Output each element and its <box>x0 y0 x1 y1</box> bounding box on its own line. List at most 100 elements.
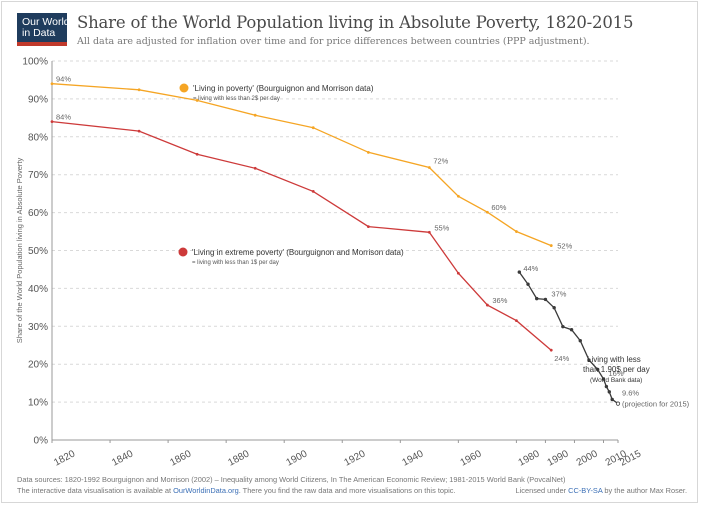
extreme-poverty-point <box>515 319 518 323</box>
worldbank-point <box>607 390 611 394</box>
y-tick-label: 0% <box>34 436 49 447</box>
extreme-poverty-point <box>311 189 315 193</box>
extreme-poverty-legend-marker <box>178 247 188 257</box>
y-axis-title: Share of the World Population living in … <box>15 158 24 344</box>
y-tick-label: 50% <box>28 246 48 257</box>
footer-text-a: The interactive data visualisation is av… <box>17 486 174 495</box>
chart-title: Share of the World Population living in … <box>77 13 634 32</box>
data-label: (projection for 2015) <box>622 400 690 409</box>
poverty-point <box>485 210 489 214</box>
poverty-point <box>515 230 518 233</box>
data-label: 72% <box>433 156 448 165</box>
data-label: 44% <box>523 264 538 273</box>
worldbank-series-label: Living with less <box>587 355 641 364</box>
worldbank-series-note: (World Bank data) <box>590 377 642 384</box>
data-label: 37% <box>551 289 566 298</box>
extreme-poverty-point <box>485 303 489 307</box>
data-label: 9.6% <box>622 389 639 398</box>
license-link[interactable]: CC-BY-SA <box>568 486 603 495</box>
x-tick-label: 1840 <box>110 448 135 468</box>
x-tick-label: 1820 <box>52 448 77 468</box>
owid-logo[interactable]: Our World in Data <box>17 13 70 46</box>
worldbank-series-label: than 1.90$ per day <box>583 365 650 374</box>
license-note: Licensed under CC-BY-SA by the author Ma… <box>516 485 687 496</box>
poverty-legend-label: 'Living in poverty' (Bourguignon and Mor… <box>193 84 374 93</box>
chart-subtitle: All data are adjusted for inflation over… <box>77 36 590 47</box>
footer-text-b: . There you find the raw data and more v… <box>238 486 456 495</box>
y-tick-label: 60% <box>28 208 48 219</box>
data-label: 52% <box>557 242 572 251</box>
poverty-legend-note: = living with less than 2$ per day <box>193 96 280 102</box>
x-tick-label: 1900 <box>284 448 309 468</box>
data-sources-note: Data sources: 1820-1992 Bourguignon and … <box>17 475 566 484</box>
data-label: 55% <box>434 223 449 232</box>
x-tick-label: 1990 <box>546 448 571 468</box>
worldbank-point <box>552 306 556 310</box>
x-tick-label: 2000 <box>575 448 600 468</box>
data-label: 94% <box>56 75 71 84</box>
poverty-point <box>427 166 431 169</box>
y-tick-label: 90% <box>28 94 48 105</box>
extreme-poverty-point <box>427 230 431 234</box>
data-label: 24% <box>554 354 569 363</box>
worldbank-point <box>569 328 574 332</box>
worldbank-point <box>587 358 591 362</box>
license-text-b: by the author Max Roser. <box>602 486 687 495</box>
y-tick-label: 80% <box>28 132 48 143</box>
extreme-poverty-legend-label: 'Living in extreme poverty' (Bourguignon… <box>192 248 404 257</box>
worldbank-point <box>595 367 600 372</box>
poverty-point <box>195 99 199 102</box>
worldbank-point <box>601 377 606 381</box>
license-text-a: Licensed under <box>515 486 569 495</box>
worldbank-point <box>610 397 614 402</box>
extreme-poverty-point <box>137 129 141 133</box>
logo-line-1: Our World <box>22 16 70 28</box>
extreme-poverty-series-line <box>51 120 552 351</box>
data-label: 16% <box>608 369 623 378</box>
poverty-point <box>253 113 257 117</box>
y-tick-label: 40% <box>28 284 48 295</box>
extreme-poverty-point <box>549 348 553 352</box>
x-tick-label: 1940 <box>401 448 426 468</box>
worldbank-point <box>578 339 582 343</box>
data-label: 36% <box>492 296 507 305</box>
poverty-point <box>366 150 370 154</box>
worldbank-point <box>543 297 548 302</box>
poverty-point <box>456 194 460 198</box>
y-tick-label: 70% <box>28 170 48 181</box>
poverty-series-line <box>51 83 552 247</box>
logo-line-2: in Data <box>22 27 56 39</box>
y-tick-label: 10% <box>28 398 48 409</box>
extreme-poverty-legend-note: = living with less than 1$ per day <box>192 260 279 266</box>
x-tick-label: 1960 <box>459 448 484 468</box>
poverty-point <box>549 244 553 247</box>
x-tick-label: 1860 <box>168 448 193 468</box>
poverty-point <box>311 126 315 130</box>
y-tick-label: 100% <box>22 57 48 68</box>
worldbank-point <box>535 296 539 301</box>
extreme-poverty-point <box>366 225 370 229</box>
worldbank-point <box>526 282 530 286</box>
extreme-poverty-point <box>456 271 460 275</box>
data-label: 60% <box>491 203 506 212</box>
y-tick-label: 30% <box>28 322 48 333</box>
poverty-legend-marker <box>179 83 189 93</box>
poverty-point <box>137 88 141 92</box>
x-tick-label: 1880 <box>226 448 251 468</box>
worldbank-point <box>517 270 522 274</box>
x-tick-label: 1980 <box>517 448 542 468</box>
extreme-poverty-point <box>253 166 257 170</box>
extreme-poverty-point <box>50 120 54 124</box>
worldbank-point <box>615 401 621 406</box>
y-tick-label: 20% <box>28 360 48 371</box>
poverty-point <box>50 82 54 86</box>
chart-footer: Data sources: 1820-1992 Bourguignon and … <box>17 474 687 496</box>
x-tick-label: 1920 <box>343 448 368 468</box>
worldbank-point <box>561 324 565 329</box>
data-label: 84% <box>56 113 71 122</box>
owid-link[interactable]: OurWorldinData.org <box>173 486 239 495</box>
extreme-poverty-point <box>195 152 199 156</box>
worldbank-point <box>604 384 609 389</box>
